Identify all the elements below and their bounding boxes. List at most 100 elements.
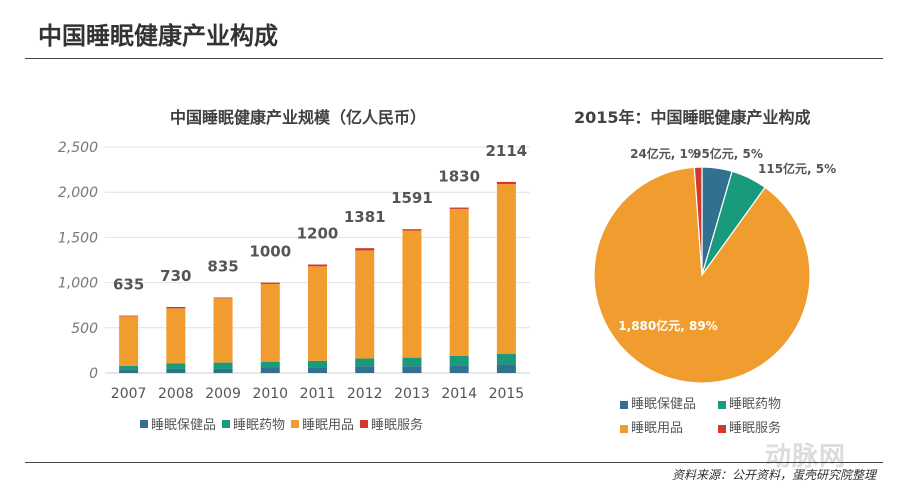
legend-label: 睡眠用品 (302, 418, 355, 433)
legend-label: 睡眠服务 (371, 418, 424, 433)
bar-segment (213, 362, 233, 369)
bar-segment (119, 315, 139, 317)
data-label-total: 2114 (486, 142, 528, 160)
y-tick-label: 500 (71, 321, 98, 337)
watermark-logo: 动脉网 (765, 442, 847, 472)
legend-label: 睡眠保健品 (631, 397, 697, 412)
legend-label: 睡眠服务 (729, 421, 782, 436)
bar-segment (449, 355, 469, 366)
bar-segment (355, 358, 375, 367)
source-note: 资料来源：公开资料，蛋壳研究院整理 (671, 468, 876, 482)
x-tick-label: 2011 (300, 386, 336, 400)
bar-segment (355, 250, 375, 359)
bar-segment (260, 368, 280, 373)
bottom-divider (25, 462, 883, 463)
legend-swatch (718, 401, 726, 409)
bar-segment (308, 264, 327, 267)
bar-segment (213, 297, 233, 299)
bar-segment (213, 298, 233, 363)
bar-segment (496, 364, 516, 373)
pie-legend: 睡眠保健品 睡眠药物睡眠用品 睡眠服务 (620, 393, 820, 441)
x-tick-label: 2013 (394, 386, 430, 400)
bar-segment (213, 368, 233, 373)
y-tick-label: 1,500 (58, 230, 98, 246)
bar-segment (166, 363, 186, 369)
data-label-total: 835 (207, 258, 238, 276)
bar-segment (166, 308, 186, 364)
legend-item: 睡眠服务 (360, 414, 423, 433)
bar-segment (449, 365, 469, 373)
bar-segment (402, 366, 422, 373)
bar-segment (355, 366, 375, 373)
data-label-total: 1591 (391, 189, 433, 207)
legend-swatch (140, 419, 148, 428)
bar-segment (260, 283, 280, 362)
pie-data-label: 95亿元, 5% (693, 146, 763, 161)
bar-segment (260, 282, 280, 284)
bar-segment (496, 354, 516, 365)
data-label-total: 635 (113, 276, 144, 294)
data-label-total: 1381 (344, 208, 386, 226)
y-tick-label: 2,500 (58, 140, 98, 156)
pie-data-label: 24亿元, 1% (630, 146, 700, 161)
legend-item: 睡眠药物 (718, 393, 810, 417)
pie-data-label: 115亿元, 5% (758, 161, 836, 176)
bar-segment (449, 207, 469, 209)
bar-segment (496, 181, 516, 185)
bar-segment (119, 365, 139, 370)
legend-label: 睡眠用品 (631, 421, 684, 436)
x-tick-label: 2014 (441, 386, 477, 400)
legend-item: 睡眠用品 (291, 414, 354, 433)
pie-slice (693, 166, 703, 276)
y-tick-label: 1,000 (58, 276, 98, 292)
legend-swatch (291, 419, 300, 428)
pie-slice (593, 166, 811, 384)
bar-segment (449, 208, 469, 356)
bar-segment (355, 248, 375, 251)
y-tick-label: 2,000 (58, 185, 98, 201)
pie-data-label: 1,880亿元, 89% (618, 318, 717, 333)
legend-swatch (222, 419, 231, 428)
data-label-total: 1000 (249, 243, 291, 261)
data-label-total: 730 (160, 267, 191, 285)
top-divider (25, 58, 883, 59)
pie-chart: 95亿元, 5%115亿元, 5% 1,880亿元, 89% 24亿元, 1% (593, 146, 836, 384)
pie-chart-title: 2015年：中国睡眠健康产业构成 (574, 108, 811, 127)
bar-segment (308, 367, 327, 373)
y-tick-label: 0 (89, 366, 98, 382)
data-label-total: 1830 (438, 168, 480, 186)
bar-segment (308, 266, 327, 361)
bar-segment (402, 357, 422, 367)
legend-item: 睡眠保健品 (140, 414, 216, 433)
bar-segment (260, 361, 280, 369)
bar-segment (402, 229, 422, 231)
bar-segment (308, 360, 327, 368)
legend-swatch (718, 425, 726, 433)
legend-item: 睡眠药物 (222, 414, 285, 433)
bar-chart: 0 500 1,000 1,500 2,000 2,500 635 2007 730 2008 83… (58, 140, 530, 400)
x-tick-label: 2010 (252, 386, 288, 400)
legend-swatch (620, 425, 628, 433)
legend-item: 睡眠保健品 (620, 393, 712, 417)
bar-segment (166, 307, 186, 309)
legend-label: 睡眠药物 (729, 397, 782, 412)
x-tick-label: 2008 (158, 386, 194, 400)
bar-segment (402, 230, 422, 358)
legend-swatch (620, 401, 628, 409)
x-tick-label: 2007 (111, 386, 147, 400)
bar-segment (119, 316, 139, 366)
legend-item: 睡眠服务 (718, 417, 810, 441)
legend-label: 睡眠药物 (233, 418, 286, 433)
legend-swatch (360, 419, 369, 428)
legend-label: 睡眠保健品 (151, 418, 217, 433)
bar-segment (119, 369, 139, 373)
bar-segment (496, 184, 516, 355)
bar-chart-title: 中国睡眠健康产业规模（亿人民币） (170, 108, 427, 127)
x-tick-label: 2012 (347, 386, 383, 400)
page-title: 中国睡眠健康产业构成 (38, 22, 278, 50)
bar-legend: 睡眠保健品 睡眠药物 睡眠用品 睡眠服务 (140, 414, 500, 433)
data-label-total: 1200 (297, 225, 339, 243)
legend-item: 睡眠用品 (620, 417, 712, 441)
bar-segment (166, 368, 186, 373)
